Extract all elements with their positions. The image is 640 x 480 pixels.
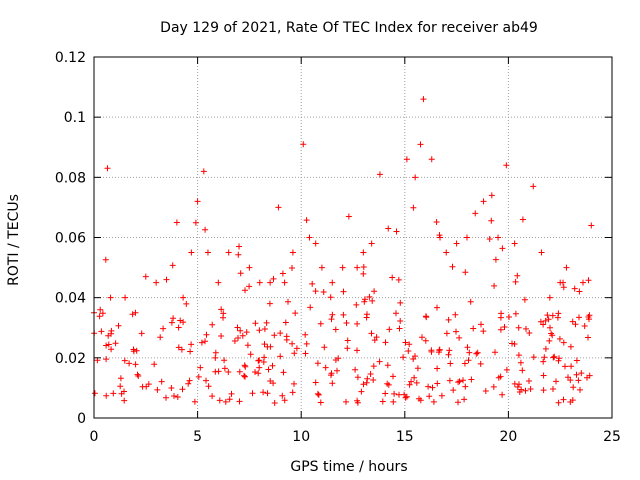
x-tick-label: 10 — [292, 429, 310, 445]
data-point — [472, 210, 479, 217]
data-point — [142, 273, 149, 280]
data-point — [306, 234, 313, 241]
data-point — [571, 285, 578, 292]
data-point — [215, 279, 222, 286]
data-point — [122, 294, 129, 301]
x-tick-label: 0 — [90, 429, 99, 445]
y-tick-label: 0.02 — [55, 351, 86, 367]
data-point — [194, 198, 201, 205]
data-point — [312, 240, 319, 247]
data-point — [275, 204, 282, 211]
data-point — [180, 294, 187, 301]
data-point — [463, 234, 470, 241]
data-point — [318, 264, 325, 271]
data-point — [354, 264, 361, 271]
data-point — [538, 249, 545, 256]
data-point — [453, 240, 460, 247]
y-axis-label: ROTI / TECUs — [6, 194, 22, 286]
data-point — [437, 234, 444, 241]
data-point — [107, 294, 114, 301]
data-point — [360, 249, 367, 256]
data-point — [97, 306, 104, 313]
data-point — [281, 279, 288, 286]
y-tick-label: 0 — [77, 411, 86, 427]
data-point — [495, 234, 502, 241]
data-point — [563, 264, 570, 271]
grid-lines — [94, 57, 612, 418]
chart-title: Day 129 of 2021, Rate Of TEC Index for r… — [160, 20, 538, 36]
data-point — [412, 174, 419, 181]
data-point — [428, 156, 435, 163]
y-tick-label: 0.06 — [55, 231, 86, 247]
y-tick-label: 0.04 — [55, 291, 86, 307]
x-axis: 0 5 10 15 20 25 — [90, 57, 621, 445]
data-point — [200, 168, 207, 175]
data-point — [557, 279, 564, 286]
data-point — [289, 249, 296, 256]
data-point — [329, 279, 336, 286]
y-tick-label: 0.1 — [64, 110, 86, 126]
data-point — [480, 198, 487, 205]
data-point — [530, 183, 537, 190]
data-point — [225, 249, 232, 256]
data-point — [588, 222, 595, 229]
data-point — [163, 276, 170, 283]
data-point — [376, 171, 383, 178]
data-point — [443, 249, 450, 256]
y-axis: 0 0.02 0.04 0.06 0.08 0.1 0.12 — [55, 50, 612, 427]
data-point — [236, 243, 243, 250]
y-tick-label: 0.12 — [55, 50, 86, 66]
data-point — [345, 213, 352, 220]
data-point — [503, 162, 510, 169]
data-points — [91, 96, 595, 406]
data-point — [267, 279, 274, 286]
data-point — [579, 279, 586, 286]
data-point — [420, 96, 427, 103]
x-tick-label: 25 — [603, 429, 621, 445]
data-point-markers — [91, 141, 593, 406]
x-tick-label: 15 — [396, 429, 414, 445]
data-point — [204, 249, 211, 256]
x-tick-label: 5 — [193, 429, 202, 445]
data-point — [403, 156, 410, 163]
data-point — [368, 240, 375, 247]
y-tick-label: 0.08 — [55, 170, 86, 186]
data-point — [246, 264, 253, 271]
x-axis-label: GPS time / hours — [290, 459, 407, 475]
data-point — [153, 279, 160, 286]
data-point — [339, 264, 346, 271]
data-point — [511, 240, 518, 247]
data-point — [132, 309, 139, 316]
data-point — [300, 141, 307, 148]
data-point — [385, 225, 392, 232]
data-point — [104, 165, 111, 172]
data-point — [488, 192, 495, 199]
data-point — [546, 294, 553, 301]
data-point — [519, 216, 526, 223]
x-tick-label: 20 — [499, 429, 517, 445]
data-point — [173, 219, 180, 226]
data-point — [256, 279, 263, 286]
data-point — [393, 228, 400, 235]
data-point — [188, 249, 195, 256]
